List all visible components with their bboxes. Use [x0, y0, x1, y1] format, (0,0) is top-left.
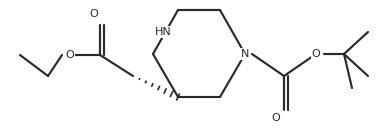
Text: O: O [66, 50, 74, 60]
Text: O: O [90, 9, 98, 19]
Text: O: O [312, 49, 320, 59]
Text: HN: HN [155, 27, 171, 37]
Text: N: N [241, 49, 249, 59]
Text: O: O [272, 113, 280, 123]
